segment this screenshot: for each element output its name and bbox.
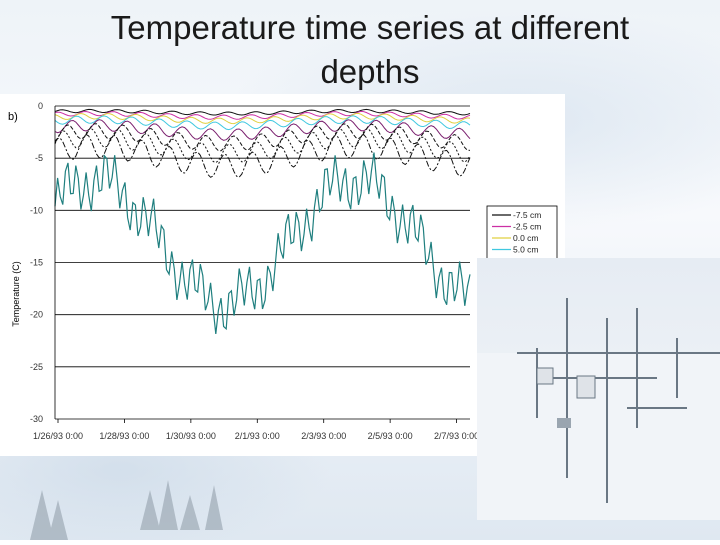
- legend-label: 5.0 cm: [513, 245, 539, 255]
- y-tick-label: -30: [30, 414, 43, 424]
- legend-label: -2.5 cm: [513, 222, 541, 232]
- x-tick-label: 1/28/93 0:00: [99, 431, 149, 441]
- y-tick-label: -10: [30, 205, 43, 215]
- tree-line-decoration: [0, 460, 480, 540]
- y-tick-label: -5: [35, 153, 43, 163]
- series-line-12-5-cm: [54, 119, 471, 141]
- x-tick-label: 2/1/93 0:00: [235, 431, 280, 441]
- series-line--7-5-cm: [54, 108, 471, 116]
- series-line--2-5-cm: [54, 110, 471, 120]
- legend-label: 0.0 cm: [513, 233, 539, 243]
- y-tick-label: -15: [30, 258, 43, 268]
- x-tick-label: 2/7/93 0:00: [434, 431, 479, 441]
- x-tick-label: 1/30/93 0:00: [166, 431, 216, 441]
- slide-title: Temperature time series at different dep…: [110, 9, 630, 90]
- series-line-surface: [54, 152, 471, 334]
- series-line-27-5-cm: [54, 127, 471, 164]
- legend-label: -7.5 cm: [513, 210, 541, 220]
- chart-panel: b) Temperature (C) 0 -5 -10 -15 -20 -25 -30 1/2…: [0, 94, 565, 456]
- y-tick-label: 0: [38, 101, 43, 111]
- y-tick-label: -20: [30, 310, 43, 320]
- x-tick-label: 1/26/93 0:00: [33, 431, 83, 441]
- x-tick-label: 2/3/93 0:00: [301, 431, 346, 441]
- x-tick-label: 2/5/93 0:00: [368, 431, 413, 441]
- series-line-20-0-cm: [54, 123, 471, 152]
- panel-label: b): [8, 111, 18, 123]
- series-line-0-0-cm: [54, 112, 471, 125]
- series-line-5-0-cm: [54, 115, 471, 131]
- weather-station-photo: [477, 258, 720, 520]
- y-tick-label: -25: [30, 362, 43, 372]
- series-line-35-0-cm: [54, 133, 471, 178]
- y-axis-label: Temperature (C): [11, 261, 21, 327]
